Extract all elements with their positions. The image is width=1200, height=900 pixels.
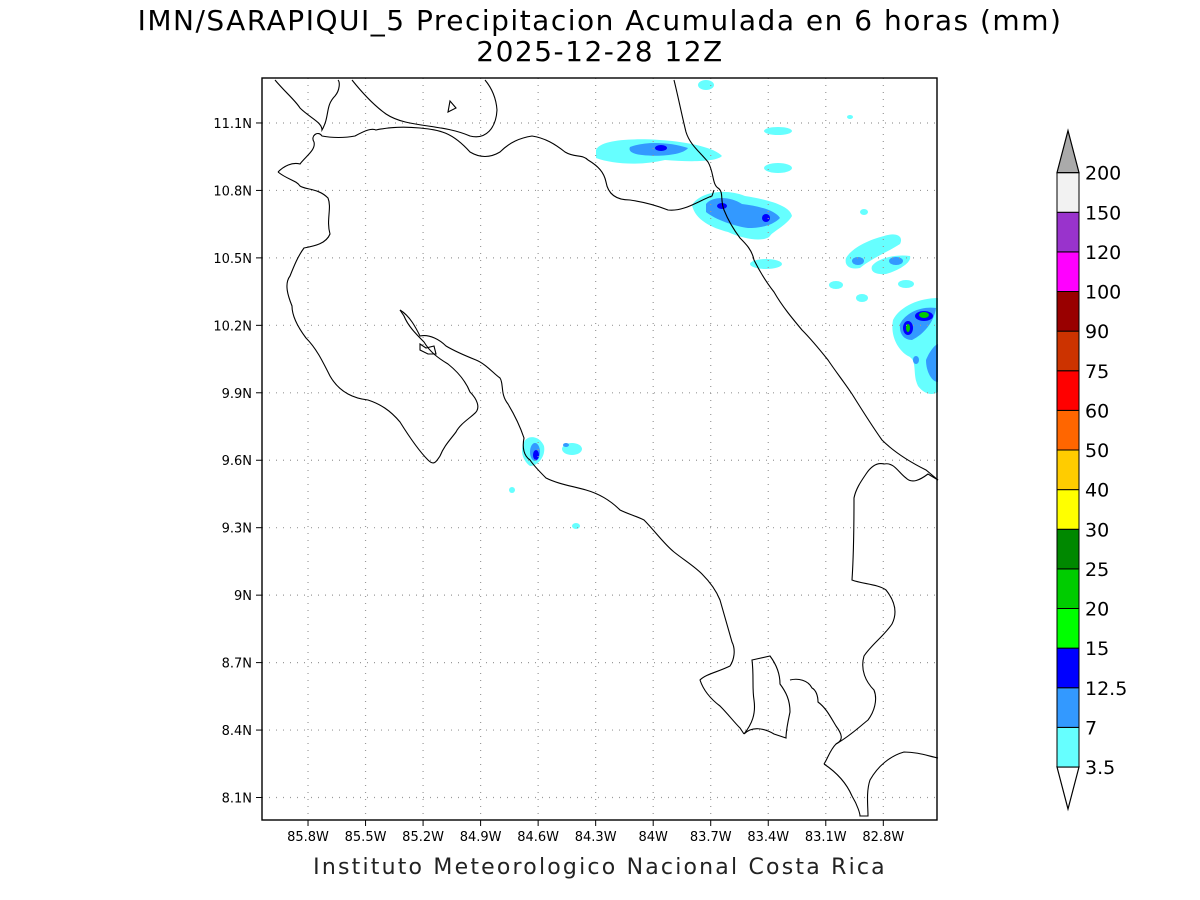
colorbar-swatch	[1056, 251, 1080, 292]
colorbar-label: 120	[1085, 242, 1121, 264]
lat-tick-label: 9N	[234, 589, 252, 604]
precip-area	[847, 115, 853, 119]
colorbar-lower-arrow	[1056, 766, 1080, 812]
colorbar-swatch	[1056, 291, 1080, 332]
coastline-north-caribbean	[274, 79, 340, 133]
colorbar-label: 40	[1085, 480, 1109, 502]
colorbar-swatch	[1056, 409, 1080, 451]
costa-rica-nicaragua-border	[277, 126, 715, 211]
costa-rica-panama-border	[835, 463, 939, 745]
precip-area	[717, 203, 727, 209]
colorbar-swatch	[1056, 608, 1080, 649]
colorbar-label: 90	[1085, 321, 1109, 343]
lat-tick-label: 8.1N	[222, 792, 252, 807]
colorbar-swatch	[1056, 370, 1080, 411]
colorbar-swatch	[1056, 647, 1080, 689]
precipitation-areas	[509, 80, 938, 529]
precip-area	[898, 280, 914, 288]
precip-area	[856, 294, 868, 302]
coastlines	[274, 79, 939, 817]
nicoya-gulf	[399, 309, 745, 735]
precip-area	[764, 127, 792, 135]
island-nicoya	[419, 342, 437, 355]
precip-area	[698, 80, 714, 90]
coastline-golfito	[789, 678, 842, 765]
colorbar-label: 50	[1085, 440, 1109, 462]
precip-area	[889, 257, 903, 265]
colorbar-label: 3.5	[1085, 757, 1115, 779]
lat-tick-label: 8.7N	[222, 657, 252, 672]
map-subtitle: 2025-12-28 12Z	[476, 35, 724, 68]
colorbar-swatch	[1056, 330, 1080, 372]
precip-area	[509, 487, 515, 493]
colorbar-label: 7	[1085, 717, 1097, 739]
precip-area	[533, 450, 539, 460]
colorbar-label: 60	[1085, 400, 1109, 422]
coastline-pacific-north	[277, 171, 479, 464]
precip-area	[829, 281, 843, 289]
lat-tick-label: 9.6N	[222, 454, 252, 469]
coastline-caribbean	[673, 79, 939, 481]
precip-area	[572, 523, 580, 529]
precip-area	[563, 443, 569, 447]
colorbar-swatch	[1056, 528, 1080, 570]
colorbar-label: 75	[1085, 361, 1109, 383]
lon-tick-label: 84.3W	[575, 830, 617, 845]
island-nicaragua	[447, 99, 457, 113]
colorbar-swatch	[1056, 449, 1080, 491]
lon-tick-label: 84W	[638, 830, 668, 845]
precip-area	[926, 344, 938, 382]
colorbar-swatch	[1056, 687, 1080, 728]
coastline-burica	[823, 751, 939, 817]
coastline-osa	[743, 655, 791, 739]
precip-area	[860, 209, 868, 215]
precip-area	[764, 163, 792, 173]
colorbar-label: 12.5	[1085, 678, 1127, 700]
colorbar-label: 15	[1085, 638, 1109, 660]
map-title: IMN/SARAPIQUI_5 Precipitacion Acumulada …	[137, 4, 1063, 37]
precip-area	[906, 324, 910, 332]
lon-tick-label: 83.1W	[805, 830, 847, 845]
colorbar-swatch	[1056, 172, 1080, 213]
lon-tick-label: 82.8W	[862, 830, 904, 845]
lat-tick-label: 10.8N	[213, 184, 252, 199]
coastline-lake-nicaragua	[351, 79, 498, 138]
precip-area	[919, 312, 929, 318]
lat-tick-label: 9.9N	[222, 387, 252, 402]
map-frame	[261, 77, 938, 821]
lon-tick-label: 85.8W	[287, 830, 329, 845]
colorbar-swatch	[1056, 489, 1080, 530]
colorbar-swatch	[1056, 568, 1080, 609]
lat-tick-label: 11.1N	[213, 117, 252, 132]
precip-area	[762, 214, 770, 222]
lon-tick-label: 84.9W	[460, 830, 502, 845]
graticule	[262, 78, 937, 820]
precip-area	[852, 257, 864, 265]
lat-tick-label: 10.2N	[213, 319, 252, 334]
precip-area	[655, 145, 667, 151]
lat-tick-label: 8.4N	[222, 724, 252, 739]
colorbar: 3.5 7 12.5 15 20 25 30 40 50 60 75 90 100 120 150 200	[1056, 128, 1127, 812]
map-axes: 85.8W 85.5W 85.2W 84.9W 84.6W 84.3W 84W 83.7W 83…	[213, 117, 904, 845]
lat-tick-label: 9.3N	[222, 522, 252, 537]
precip-area	[913, 356, 919, 364]
colorbar-label: 200	[1085, 163, 1121, 185]
colorbar-label: 25	[1085, 559, 1109, 581]
lon-tick-label: 84.6W	[517, 830, 559, 845]
colorbar-upper-arrow	[1056, 128, 1080, 174]
lon-tick-label: 85.5W	[345, 830, 387, 845]
colorbar-swatch	[1056, 726, 1080, 768]
credit-line: Instituto Meteorologico Nacional Costa R…	[313, 855, 887, 880]
lon-tick-label: 85.2W	[402, 830, 444, 845]
lon-tick-label: 83.7W	[690, 830, 732, 845]
colorbar-label: 150	[1085, 202, 1121, 224]
lon-tick-label: 83.4W	[747, 830, 789, 845]
lat-tick-label: 10.5N	[213, 252, 252, 267]
colorbar-label: 100	[1085, 282, 1121, 304]
colorbar-label: 20	[1085, 599, 1109, 621]
colorbar-swatch	[1056, 211, 1080, 253]
colorbar-label: 30	[1085, 519, 1109, 541]
